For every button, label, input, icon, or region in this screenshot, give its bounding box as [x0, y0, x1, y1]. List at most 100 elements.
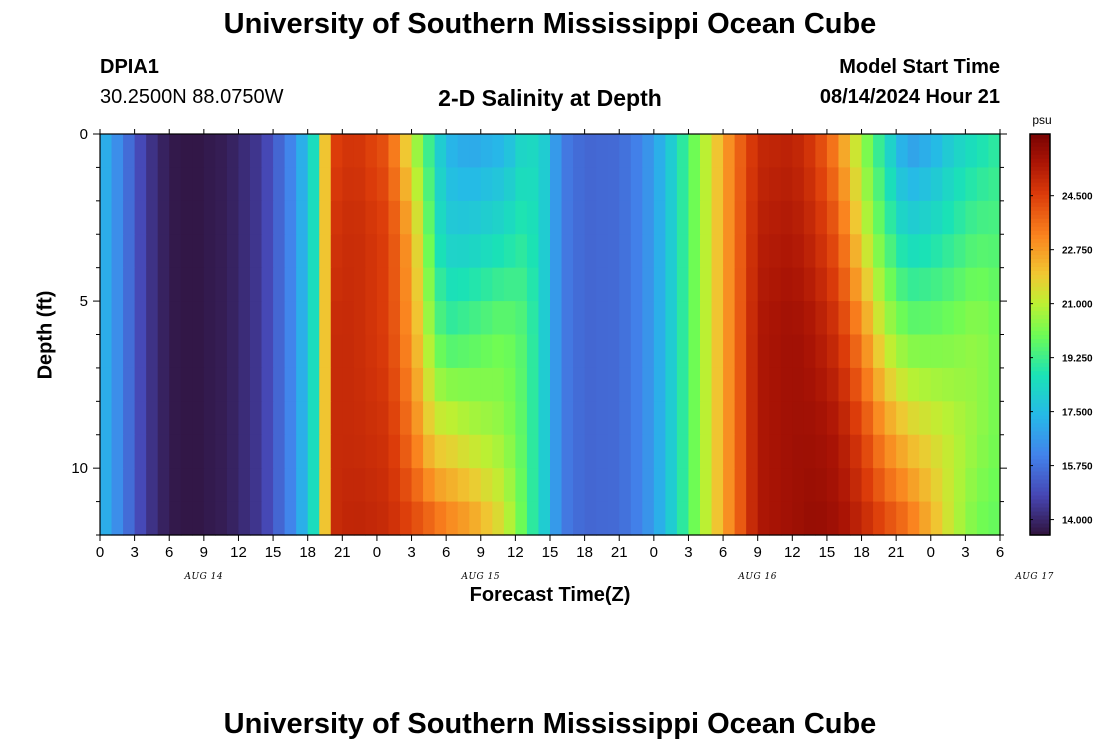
heatmap-cell: [526, 468, 540, 503]
heatmap-cell: [907, 167, 920, 202]
heatmap-cell: [157, 334, 170, 369]
heatmap-cell: [353, 434, 366, 469]
heatmap-cell: [330, 501, 343, 536]
heatmap-cell: [607, 434, 620, 469]
heatmap-cell: [596, 334, 609, 369]
heatmap-cell: [469, 334, 482, 369]
heatmap-cell: [180, 234, 193, 269]
heatmap-cell: [942, 501, 955, 536]
heatmap-cell: [169, 367, 182, 402]
heatmap-cell: [873, 501, 886, 536]
heatmap-cell: [942, 167, 955, 202]
heatmap-cell: [250, 134, 263, 169]
heatmap-cell: [665, 367, 678, 402]
heatmap-cell: [792, 367, 805, 402]
heatmap-cell: [596, 267, 609, 302]
heatmap-cell: [296, 468, 309, 503]
heatmap-cell: [723, 301, 736, 336]
heatmap-cell: [619, 367, 632, 402]
heatmap-cell: [157, 434, 170, 469]
colorbar-segment: [1030, 214, 1050, 219]
heatmap-cell: [826, 234, 840, 269]
x-tick-label: 6: [165, 544, 173, 561]
colorbar-segment: [1030, 170, 1050, 175]
heatmap-cell: [619, 334, 632, 369]
heatmap-cell: [538, 134, 551, 169]
heatmap-cell: [757, 401, 770, 436]
heatmap-cell: [411, 334, 424, 369]
x-tick-label: 3: [684, 544, 692, 561]
heatmap-cell: [157, 501, 170, 536]
heatmap-cell: [400, 301, 413, 336]
heatmap-cell: [861, 167, 874, 202]
x-axis-title: Forecast Time(Z): [469, 584, 631, 606]
heatmap-cell: [769, 301, 782, 336]
heatmap-cell: [492, 267, 505, 302]
x-tick-label: 0: [650, 544, 658, 561]
heatmap-cell: [780, 434, 793, 469]
heatmap-cell: [100, 200, 113, 235]
heatmap-cell: [919, 468, 932, 503]
heatmap-cell: [203, 167, 216, 202]
heatmap-cell: [561, 401, 574, 436]
heatmap-cell: [688, 501, 701, 536]
heatmap-cell: [307, 234, 320, 269]
heatmap-cell: [169, 234, 182, 269]
heatmap-cell: [630, 401, 643, 436]
heatmap-cell: [446, 267, 459, 302]
heatmap-cell: [688, 200, 701, 235]
heatmap-cell: [850, 200, 863, 235]
heatmap-cell: [884, 501, 897, 536]
heatmap-cell: [169, 501, 182, 536]
heatmap-cell: [861, 200, 874, 235]
heatmap-cell: [469, 234, 482, 269]
colorbar-segment: [1030, 434, 1050, 440]
heatmap-cell: [861, 334, 874, 369]
heatmap-cell: [134, 367, 147, 402]
heatmap-cell: [780, 267, 793, 302]
heatmap-cell: [665, 301, 678, 336]
heatmap-cell: [723, 167, 736, 202]
heatmap-cell: [919, 501, 932, 536]
heatmap-cell: [965, 301, 978, 336]
colorbar-segment: [1030, 518, 1050, 524]
heatmap-cell: [976, 167, 990, 202]
colorbar-segment: [1030, 462, 1050, 468]
heatmap-cell: [515, 200, 528, 235]
heatmap-cell: [850, 167, 863, 202]
heatmap-cell: [446, 234, 459, 269]
heatmap-cell: [446, 468, 459, 503]
heatmap-cell: [596, 134, 609, 169]
heatmap-cell: [365, 234, 378, 269]
heatmap-cell: [434, 234, 447, 269]
heatmap-cell: [111, 501, 124, 536]
heatmap-cell: [388, 401, 401, 436]
heatmap-cell: [538, 468, 551, 503]
heatmap-cell: [250, 501, 263, 536]
x-tick-label: 12: [784, 544, 801, 561]
heatmap-cell: [353, 401, 366, 436]
colorbar-segment: [1030, 326, 1050, 332]
colorbar-segment: [1030, 146, 1050, 151]
heatmap-cell: [515, 434, 528, 469]
heatmap-cell: [573, 134, 586, 169]
heatmap-cell: [619, 200, 632, 235]
heatmap-cell: [411, 267, 424, 302]
heatmap-cell: [619, 501, 632, 536]
heatmap-cell: [884, 267, 897, 302]
heatmap-cell: [665, 234, 678, 269]
heatmap-cell: [665, 200, 678, 235]
heatmap-cell: [665, 267, 678, 302]
heatmap-cell: [515, 468, 528, 503]
heatmap-cell: [238, 167, 251, 202]
heatmap-cell: [400, 367, 413, 402]
heatmap-cell: [942, 200, 955, 235]
heatmap-cell: [330, 434, 343, 469]
heatmap-cell: [538, 434, 551, 469]
x-tick-label: 0: [96, 544, 104, 561]
heatmap-cell: [619, 468, 632, 503]
heatmap-cell: [561, 301, 574, 336]
heatmap-cell: [596, 434, 609, 469]
heatmap-cell: [134, 401, 147, 436]
heatmap-cell: [146, 501, 159, 536]
